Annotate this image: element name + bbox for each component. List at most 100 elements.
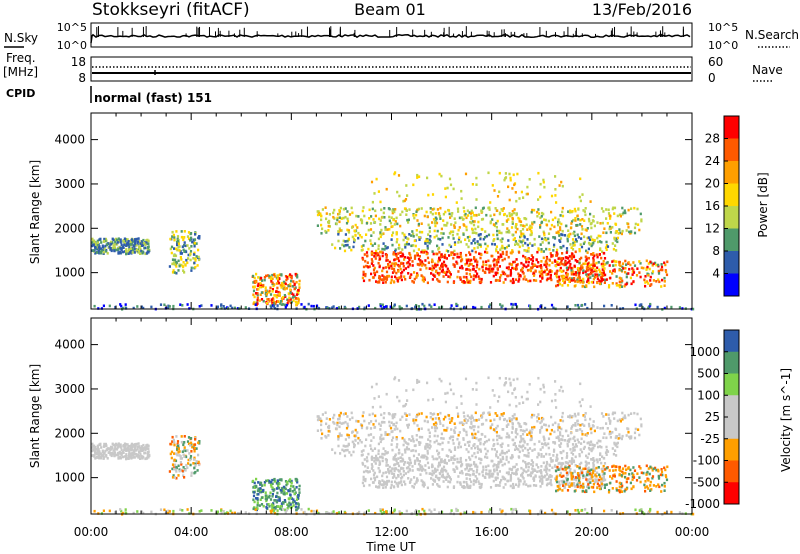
power-cell	[422, 277, 425, 280]
power-cell	[580, 266, 584, 270]
power-cell	[600, 262, 603, 266]
power-cell	[476, 272, 479, 276]
velocity-cell	[607, 413, 610, 417]
power-cell	[495, 245, 498, 248]
velocity-cell	[447, 455, 450, 458]
power-cell	[493, 189, 496, 192]
power-cell	[475, 231, 478, 235]
power-cell	[503, 213, 506, 217]
velocity-cell	[295, 508, 298, 512]
velocity-cell	[391, 448, 394, 452]
velocity-cell	[177, 464, 180, 468]
velocity-cell	[122, 444, 125, 447]
velocity-cell	[501, 475, 504, 479]
velocity-cell	[625, 434, 628, 437]
velocity-cell	[378, 422, 381, 426]
velocity-cell	[606, 427, 609, 430]
power-cell	[267, 298, 270, 301]
velocity-cell	[339, 411, 342, 415]
velocity-cell	[265, 498, 268, 501]
power-cell	[432, 252, 435, 256]
power-cell	[545, 238, 548, 242]
velocity-cell	[399, 460, 402, 463]
power-cell	[257, 287, 260, 291]
power-cell	[431, 221, 434, 224]
power-cell	[517, 243, 520, 246]
power-cell	[194, 259, 197, 262]
power-cell	[178, 263, 181, 266]
velocity-cell	[400, 483, 403, 487]
velocity-cell	[394, 425, 397, 428]
power-cell	[523, 236, 526, 239]
power-cell	[580, 225, 584, 228]
power-cell	[408, 233, 411, 236]
power-cell	[316, 213, 320, 217]
power-cell	[445, 264, 448, 268]
velocity-cell	[453, 470, 456, 473]
power-cell	[469, 268, 472, 272]
power-cell	[335, 307, 338, 310]
velocity-cell	[417, 427, 420, 431]
velocity-cell	[459, 445, 462, 449]
power-cell	[453, 217, 456, 220]
velocity-cell	[96, 446, 100, 450]
velocity-cell	[187, 462, 190, 465]
velocity-cell	[560, 479, 563, 483]
velocity-cell	[338, 432, 341, 435]
power-cell	[611, 282, 614, 285]
velocity-cell	[498, 434, 501, 438]
power-cell	[526, 192, 529, 196]
power-colorbar-swatch	[724, 228, 739, 252]
power-cell	[521, 270, 524, 274]
velocity-cell	[605, 413, 608, 416]
velocity-cell	[487, 464, 490, 468]
velocity-cell	[480, 458, 483, 461]
power-cell	[596, 281, 599, 285]
power-cell	[469, 212, 473, 215]
velocity-cell	[398, 470, 401, 473]
velocity-cell	[417, 412, 420, 416]
velocity-cell	[343, 449, 346, 453]
power-cell	[564, 261, 567, 265]
power-cell	[618, 260, 621, 264]
velocity-cell	[386, 479, 389, 483]
power-cell	[488, 269, 491, 273]
velocity-cell	[340, 434, 343, 437]
velocity-cell	[549, 475, 552, 478]
power-cell	[381, 254, 384, 258]
power-cell	[497, 279, 500, 282]
velocity-cell	[332, 416, 335, 420]
velocity-cell	[397, 481, 400, 485]
power-cell	[447, 236, 450, 239]
velocity-cell	[348, 451, 351, 454]
power-cell	[412, 235, 415, 238]
velocity-cell	[584, 418, 587, 422]
power-cell	[408, 262, 411, 266]
velocity-cell	[394, 457, 398, 461]
velocity-cell	[197, 460, 200, 464]
power-cell	[546, 277, 549, 281]
velocity-cell	[376, 475, 379, 479]
power-cell	[372, 231, 375, 234]
velocity-cell	[579, 423, 582, 427]
velocity-cell	[439, 472, 442, 476]
power-cell	[346, 228, 349, 232]
power-cell	[273, 283, 276, 286]
power-cell	[522, 196, 525, 199]
power-cell	[457, 241, 460, 244]
power-cell	[505, 230, 508, 234]
velocity-cell	[602, 474, 605, 478]
power-cell	[604, 246, 608, 249]
power-cell	[385, 307, 388, 310]
velocity-cell	[176, 444, 179, 448]
velocity-cell	[492, 464, 495, 468]
power-cell	[133, 251, 136, 254]
velocity-cell	[346, 448, 349, 452]
power-cell	[576, 233, 579, 237]
power-cell	[461, 280, 464, 283]
power-cell	[632, 280, 635, 283]
velocity-cell	[428, 435, 431, 438]
velocity-cell	[482, 468, 485, 471]
power-cell	[509, 251, 512, 255]
velocity-cell	[506, 432, 509, 435]
